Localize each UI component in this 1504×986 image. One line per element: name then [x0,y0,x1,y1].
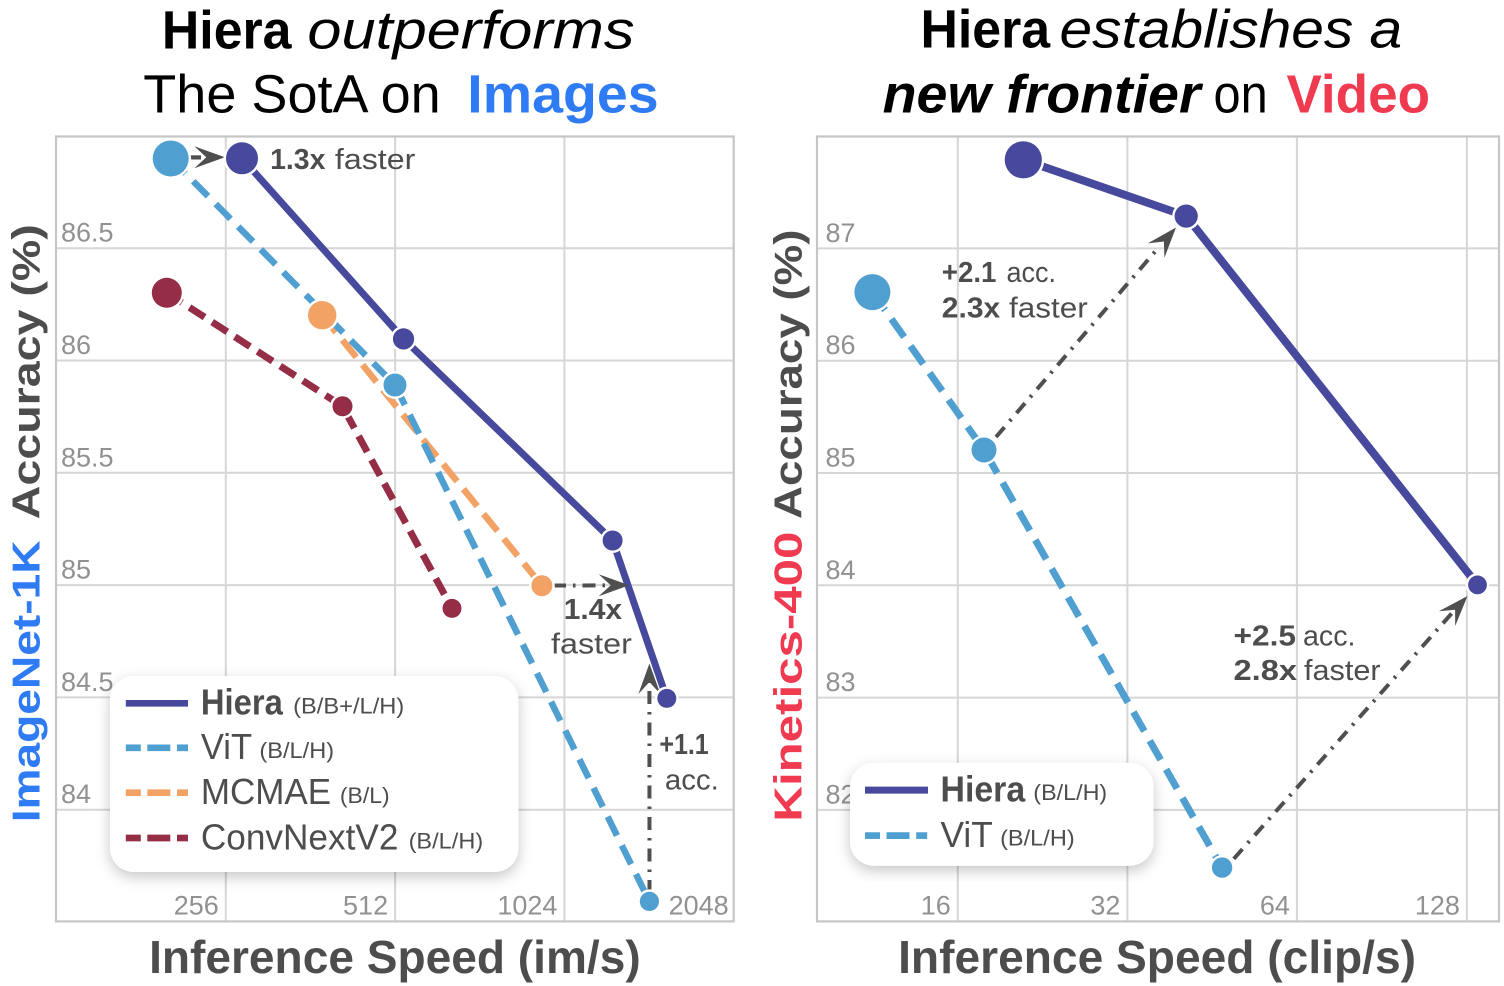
svg-text:85.5: 85.5 [61,442,114,472]
svg-text:Hiera: Hiera [162,0,293,60]
svg-text:+2.5: +2.5 [1234,621,1297,653]
svg-text:1024: 1024 [497,891,557,921]
svg-text:Inference Speed (clip/s): Inference Speed (clip/s) [898,931,1416,983]
svg-text:MCMAE: MCMAE [201,771,331,812]
svg-text:faster: faster [551,628,632,660]
svg-text:2048: 2048 [669,891,729,921]
svg-text:+1.1: +1.1 [659,729,708,761]
svg-text:acc.: acc. [1007,257,1057,289]
svg-text:ImageNet-1K: ImageNet-1K [6,541,49,823]
svg-text:32: 32 [1090,891,1120,921]
svg-text:Hiera: Hiera [921,0,1052,60]
svg-text:87: 87 [826,218,856,248]
svg-text:outperforms: outperforms [307,0,634,60]
svg-text:on: on [1214,65,1268,125]
svg-text:(B/L/H): (B/L/H) [259,738,334,763]
svg-text:64: 64 [1260,891,1290,921]
svg-text:ViT: ViT [941,814,993,855]
svg-text:Hiera: Hiera [201,682,284,723]
svg-text:83: 83 [826,667,856,697]
svg-text:1.3x: 1.3x [270,144,325,176]
svg-text:faster: faster [335,144,416,176]
svg-text:86: 86 [826,330,856,360]
svg-text:86.5: 86.5 [61,218,114,248]
svg-text:(B/L/H): (B/L/H) [1000,826,1075,851]
svg-text:256: 256 [174,891,219,921]
svg-text:86: 86 [61,330,91,360]
svg-text:84: 84 [61,779,91,809]
svg-text:2.3x: 2.3x [942,293,1000,325]
svg-text:faster: faster [1009,293,1088,325]
svg-text:ConvNextV2: ConvNextV2 [201,816,399,857]
svg-text:(B/L/H): (B/L/H) [1033,780,1107,805]
svg-text:2.8x: 2.8x [1234,655,1298,687]
svg-text:(B/L/H): (B/L/H) [409,828,484,853]
svg-text:acc.: acc. [665,765,719,797]
svg-text:new frontier: new frontier [883,65,1204,125]
svg-text:Accuracy (%): Accuracy (%) [768,230,811,520]
svg-text:+2.1: +2.1 [942,257,997,289]
svg-text:Inference Speed (im/s): Inference Speed (im/s) [149,931,641,983]
svg-text:faster: faster [1304,655,1381,687]
svg-text:(B/L): (B/L) [340,783,390,808]
svg-text:1.4x: 1.4x [564,594,622,626]
svg-text:512: 512 [343,891,388,921]
svg-text:84.5: 84.5 [61,667,114,697]
svg-text:84: 84 [826,555,856,585]
svg-text:16: 16 [921,891,951,921]
svg-text:The SotA on: The SotA on [143,65,440,125]
svg-text:(B/B+/L/H): (B/B+/L/H) [293,694,404,719]
svg-text:85: 85 [826,443,856,473]
svg-text:establishes a: establishes a [1060,0,1403,60]
svg-text:Accuracy (%): Accuracy (%) [6,224,49,519]
svg-text:85: 85 [61,555,91,585]
svg-text:Images: Images [467,65,658,125]
svg-text:128: 128 [1415,891,1460,921]
svg-text:ViT: ViT [201,726,252,767]
svg-text:Kinetics-400: Kinetics-400 [768,532,811,822]
svg-text:acc.: acc. [1303,621,1356,653]
svg-text:Hiera: Hiera [941,768,1027,809]
svg-text:Video: Video [1287,65,1431,125]
